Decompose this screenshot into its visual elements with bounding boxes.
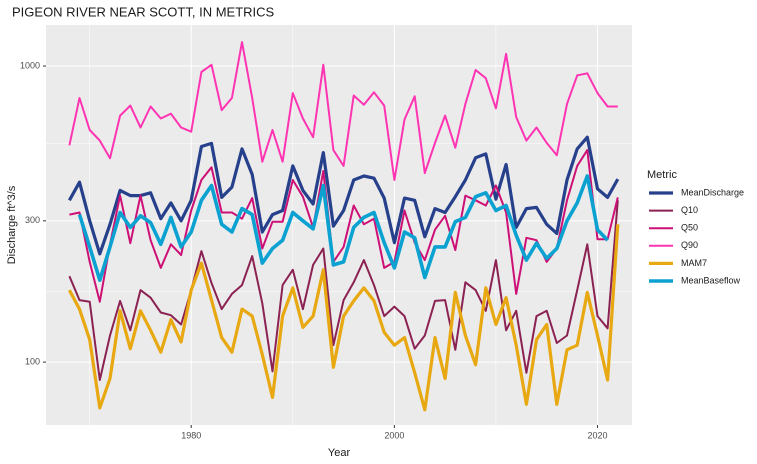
y-axis-label: Discharge ft^3/s xyxy=(6,185,18,264)
series-line xyxy=(68,135,620,256)
x-tick-label: 2020 xyxy=(587,430,607,440)
chart-title: PIGEON RIVER NEAR SCOTT, IN METRICS xyxy=(12,4,275,19)
y-tick-label: 300 xyxy=(25,215,40,225)
legend-label: Q50 xyxy=(681,223,698,233)
series-line xyxy=(68,200,619,381)
legend-label: Q10 xyxy=(681,205,698,215)
legend-label: MeanBaseflow xyxy=(681,275,741,285)
legend-label: MeanDischarge xyxy=(681,187,744,197)
series-line xyxy=(77,174,609,282)
legend-title: Metric xyxy=(647,169,677,181)
series-line xyxy=(69,149,619,303)
x-axis-label: Year xyxy=(328,447,351,459)
y-tick-label: 1000 xyxy=(20,60,40,70)
x-tick-label: 1980 xyxy=(181,430,201,440)
legend-label: Q90 xyxy=(681,240,698,250)
x-tick-label: 2000 xyxy=(384,430,404,440)
series-line xyxy=(67,224,620,412)
y-tick-label: 100 xyxy=(25,356,40,366)
legend-label: MAM7 xyxy=(681,258,707,268)
series-line xyxy=(68,41,618,181)
